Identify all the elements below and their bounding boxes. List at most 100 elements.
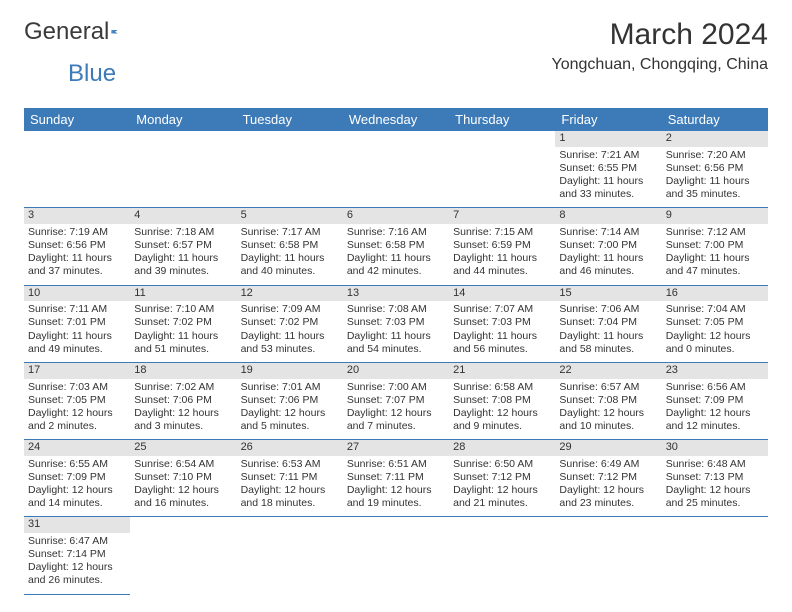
empty-cell <box>343 131 449 208</box>
day-cell: 19Sunrise: 7:01 AMSunset: 7:06 PMDayligh… <box>237 362 343 439</box>
empty-cell <box>24 131 130 208</box>
day-number: 2 <box>662 131 768 147</box>
daylight-line-2: and 49 minutes. <box>28 343 126 356</box>
daylight-line-1: Daylight: 11 hours <box>134 252 232 265</box>
sunrise-line: Sunrise: 6:55 AM <box>28 458 126 471</box>
weekday-header: Sunday <box>24 108 130 131</box>
logo-flag-icon <box>111 21 118 43</box>
day-cell: 23Sunrise: 6:56 AMSunset: 7:09 PMDayligh… <box>662 362 768 439</box>
sunset-line: Sunset: 7:11 PM <box>241 471 339 484</box>
empty-cell <box>130 131 236 208</box>
logo: General <box>24 18 145 46</box>
sunrise-line: Sunrise: 6:56 AM <box>666 381 764 394</box>
daylight-line-2: and 26 minutes. <box>28 574 126 587</box>
sunset-line: Sunset: 7:11 PM <box>347 471 445 484</box>
day-cell: 18Sunrise: 7:02 AMSunset: 7:06 PMDayligh… <box>130 362 236 439</box>
weekday-header: Wednesday <box>343 108 449 131</box>
day-number: 8 <box>555 208 661 224</box>
daylight-line-1: Daylight: 12 hours <box>28 484 126 497</box>
calendar-body: 1Sunrise: 7:21 AMSunset: 6:55 PMDaylight… <box>24 131 768 594</box>
sunset-line: Sunset: 6:58 PM <box>347 239 445 252</box>
sunset-line: Sunset: 7:05 PM <box>28 394 126 407</box>
empty-cell <box>449 517 555 594</box>
sunrise-line: Sunrise: 7:00 AM <box>347 381 445 394</box>
daylight-line-2: and 40 minutes. <box>241 265 339 278</box>
empty-cell <box>237 517 343 594</box>
day-number: 28 <box>449 440 555 456</box>
sunset-line: Sunset: 7:09 PM <box>28 471 126 484</box>
day-number: 12 <box>237 286 343 302</box>
daylight-line-1: Daylight: 11 hours <box>241 330 339 343</box>
daylight-line-1: Daylight: 12 hours <box>134 407 232 420</box>
daylight-line-2: and 19 minutes. <box>347 497 445 510</box>
daylight-line-1: Daylight: 12 hours <box>666 407 764 420</box>
daylight-line-1: Daylight: 12 hours <box>453 407 551 420</box>
sunrise-line: Sunrise: 7:09 AM <box>241 303 339 316</box>
sunset-line: Sunset: 7:01 PM <box>28 316 126 329</box>
sunrise-line: Sunrise: 6:47 AM <box>28 535 126 548</box>
day-number: 24 <box>24 440 130 456</box>
sunset-line: Sunset: 7:07 PM <box>347 394 445 407</box>
daylight-line-2: and 21 minutes. <box>453 497 551 510</box>
sunrise-line: Sunrise: 6:53 AM <box>241 458 339 471</box>
sunrise-line: Sunrise: 7:02 AM <box>134 381 232 394</box>
day-cell: 5Sunrise: 7:17 AMSunset: 6:58 PMDaylight… <box>237 208 343 285</box>
day-number: 19 <box>237 363 343 379</box>
day-cell: 2Sunrise: 7:20 AMSunset: 6:56 PMDaylight… <box>662 131 768 208</box>
day-number: 10 <box>24 286 130 302</box>
sunrise-line: Sunrise: 6:51 AM <box>347 458 445 471</box>
daylight-line-2: and 47 minutes. <box>666 265 764 278</box>
empty-cell <box>555 517 661 594</box>
sunrise-line: Sunrise: 7:21 AM <box>559 149 657 162</box>
sunrise-line: Sunrise: 7:10 AM <box>134 303 232 316</box>
day-cell: 13Sunrise: 7:08 AMSunset: 7:03 PMDayligh… <box>343 285 449 362</box>
day-cell: 1Sunrise: 7:21 AMSunset: 6:55 PMDaylight… <box>555 131 661 208</box>
daylight-line-2: and 2 minutes. <box>28 420 126 433</box>
day-number: 18 <box>130 363 236 379</box>
daylight-line-2: and 42 minutes. <box>347 265 445 278</box>
sunset-line: Sunset: 6:55 PM <box>559 162 657 175</box>
sunrise-line: Sunrise: 7:04 AM <box>666 303 764 316</box>
daylight-line-2: and 10 minutes. <box>559 420 657 433</box>
day-cell: 9Sunrise: 7:12 AMSunset: 7:00 PMDaylight… <box>662 208 768 285</box>
day-cell: 7Sunrise: 7:15 AMSunset: 6:59 PMDaylight… <box>449 208 555 285</box>
calendar-row: 1Sunrise: 7:21 AMSunset: 6:55 PMDaylight… <box>24 131 768 208</box>
sunrise-line: Sunrise: 7:03 AM <box>28 381 126 394</box>
sunset-line: Sunset: 7:12 PM <box>453 471 551 484</box>
daylight-line-1: Daylight: 12 hours <box>559 484 657 497</box>
sunset-line: Sunset: 7:10 PM <box>134 471 232 484</box>
daylight-line-2: and 0 minutes. <box>666 343 764 356</box>
logo-text-1: General <box>24 18 109 46</box>
empty-cell <box>449 131 555 208</box>
daylight-line-1: Daylight: 12 hours <box>453 484 551 497</box>
sunset-line: Sunset: 6:56 PM <box>28 239 126 252</box>
day-number: 26 <box>237 440 343 456</box>
day-number: 4 <box>130 208 236 224</box>
sunrise-line: Sunrise: 7:16 AM <box>347 226 445 239</box>
daylight-line-2: and 37 minutes. <box>28 265 126 278</box>
daylight-line-1: Daylight: 11 hours <box>559 330 657 343</box>
sunset-line: Sunset: 7:03 PM <box>347 316 445 329</box>
day-cell: 20Sunrise: 7:00 AMSunset: 7:07 PMDayligh… <box>343 362 449 439</box>
daylight-line-1: Daylight: 11 hours <box>134 330 232 343</box>
daylight-line-1: Daylight: 12 hours <box>241 484 339 497</box>
sunset-line: Sunset: 7:14 PM <box>28 548 126 561</box>
daylight-line-2: and 25 minutes. <box>666 497 764 510</box>
daylight-line-1: Daylight: 12 hours <box>241 407 339 420</box>
sunset-line: Sunset: 7:08 PM <box>453 394 551 407</box>
day-cell: 27Sunrise: 6:51 AMSunset: 7:11 PMDayligh… <box>343 440 449 517</box>
daylight-line-2: and 14 minutes. <box>28 497 126 510</box>
day-cell: 11Sunrise: 7:10 AMSunset: 7:02 PMDayligh… <box>130 285 236 362</box>
day-cell: 31Sunrise: 6:47 AMSunset: 7:14 PMDayligh… <box>24 517 130 594</box>
day-number: 7 <box>449 208 555 224</box>
sunrise-line: Sunrise: 7:11 AM <box>28 303 126 316</box>
sunrise-line: Sunrise: 6:49 AM <box>559 458 657 471</box>
daylight-line-1: Daylight: 12 hours <box>28 561 126 574</box>
day-number: 23 <box>662 363 768 379</box>
daylight-line-2: and 18 minutes. <box>241 497 339 510</box>
sunset-line: Sunset: 7:04 PM <box>559 316 657 329</box>
day-cell: 25Sunrise: 6:54 AMSunset: 7:10 PMDayligh… <box>130 440 236 517</box>
sunset-line: Sunset: 7:12 PM <box>559 471 657 484</box>
logo-text-2: Blue <box>68 60 792 88</box>
day-cell: 24 Sunrise: 6:55 AMSunset: 7:09 PMDayligh… <box>24 440 130 517</box>
